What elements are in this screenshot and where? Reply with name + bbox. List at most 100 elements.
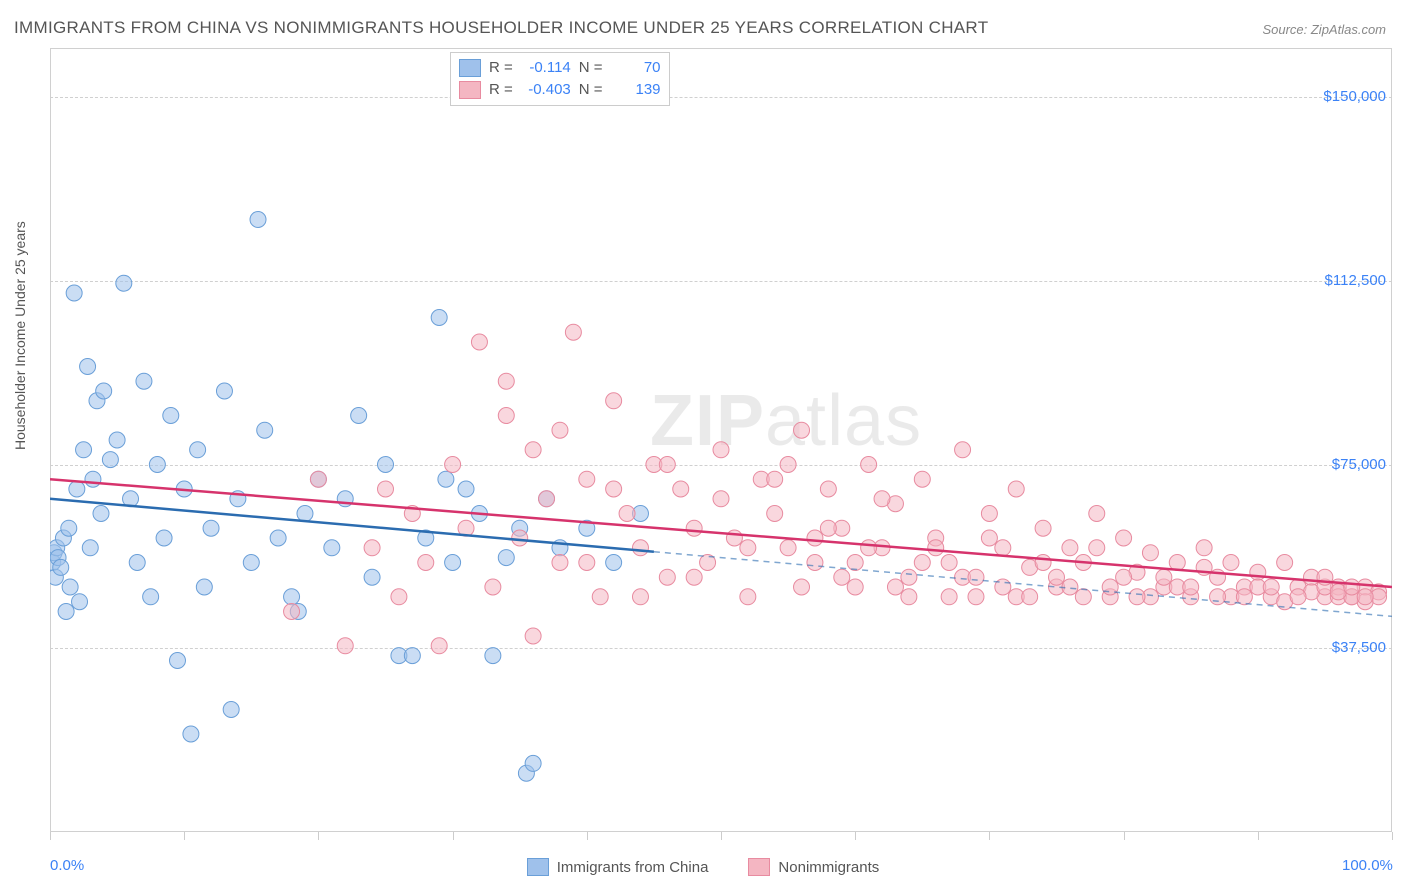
data-point: [914, 555, 930, 571]
data-point: [1344, 579, 1360, 595]
data-point: [378, 481, 394, 497]
r-value: -0.403: [521, 79, 571, 101]
data-point: [196, 579, 212, 595]
x-tick-mark: [1124, 832, 1125, 840]
data-point: [66, 285, 82, 301]
data-point: [794, 422, 810, 438]
data-point: [713, 491, 729, 507]
n-label: N =: [579, 57, 603, 79]
data-point: [1035, 520, 1051, 536]
data-point: [847, 555, 863, 571]
data-point: [169, 653, 185, 669]
data-point: [861, 540, 877, 556]
x-tick-mark: [855, 832, 856, 840]
data-point: [780, 457, 796, 473]
data-point: [995, 540, 1011, 556]
data-point: [941, 589, 957, 605]
data-point: [284, 604, 300, 620]
data-point: [632, 589, 648, 605]
data-point: [404, 648, 420, 664]
data-point: [438, 471, 454, 487]
data-point: [391, 589, 407, 605]
legend-swatch: [459, 59, 481, 77]
data-point: [485, 648, 501, 664]
data-point: [297, 506, 313, 522]
data-point: [431, 638, 447, 654]
data-point: [686, 520, 702, 536]
data-point: [351, 408, 367, 424]
data-point: [981, 530, 997, 546]
r-value: -0.114: [521, 57, 571, 79]
data-point: [552, 422, 568, 438]
data-point: [1089, 506, 1105, 522]
data-point: [914, 471, 930, 487]
data-point: [861, 457, 877, 473]
data-point: [579, 555, 595, 571]
data-point: [102, 452, 118, 468]
data-point: [93, 506, 109, 522]
data-point: [767, 471, 783, 487]
data-point: [498, 550, 514, 566]
data-point: [794, 579, 810, 595]
data-point: [1156, 569, 1172, 585]
data-point: [163, 408, 179, 424]
data-point: [1223, 555, 1239, 571]
data-point: [498, 408, 514, 424]
data-point: [807, 530, 823, 546]
data-point: [834, 569, 850, 585]
data-point: [606, 481, 622, 497]
data-point: [378, 457, 394, 473]
data-point: [116, 275, 132, 291]
data-point: [498, 373, 514, 389]
stats-row-series-1: R = -0.403 N = 139: [459, 79, 661, 101]
data-point: [445, 457, 461, 473]
x-tick-mark: [453, 832, 454, 840]
data-point: [1142, 545, 1158, 561]
legend-swatch: [527, 858, 549, 876]
data-point: [767, 506, 783, 522]
data-point: [955, 442, 971, 458]
data-point: [512, 530, 528, 546]
stats-legend: R = -0.114 N = 70 R = -0.403 N = 139: [450, 52, 670, 106]
data-point: [565, 324, 581, 340]
scatter-plot: [50, 48, 1392, 832]
data-point: [606, 555, 622, 571]
data-point: [632, 540, 648, 556]
data-point: [337, 638, 353, 654]
data-point: [85, 471, 101, 487]
data-point: [1089, 540, 1105, 556]
data-point: [1116, 569, 1132, 585]
source-attribution: Source: ZipAtlas.com: [1262, 22, 1386, 37]
n-value: 70: [611, 57, 661, 79]
data-point: [243, 555, 259, 571]
data-point: [190, 442, 206, 458]
n-label: N =: [579, 79, 603, 101]
data-point: [364, 569, 380, 585]
trend-line: [50, 499, 654, 552]
data-point: [183, 726, 199, 742]
data-point: [143, 589, 159, 605]
x-tick-mark: [1392, 832, 1393, 840]
data-point: [1290, 589, 1306, 605]
data-point: [847, 579, 863, 595]
data-point: [579, 471, 595, 487]
data-point: [418, 555, 434, 571]
bottom-legend: Immigrants from China Nonimmigrants: [0, 858, 1406, 876]
data-point: [364, 540, 380, 556]
data-point: [901, 589, 917, 605]
data-point: [471, 334, 487, 350]
data-point: [552, 555, 568, 571]
data-point: [981, 506, 997, 522]
data-point: [129, 555, 145, 571]
data-point: [659, 569, 675, 585]
data-point: [149, 457, 165, 473]
data-point: [592, 589, 608, 605]
stats-row-series-0: R = -0.114 N = 70: [459, 57, 661, 79]
data-point: [1075, 589, 1091, 605]
data-point: [525, 628, 541, 644]
data-point: [726, 530, 742, 546]
data-point: [968, 589, 984, 605]
data-point: [941, 555, 957, 571]
x-tick-mark: [587, 832, 588, 840]
n-value: 139: [611, 79, 661, 101]
